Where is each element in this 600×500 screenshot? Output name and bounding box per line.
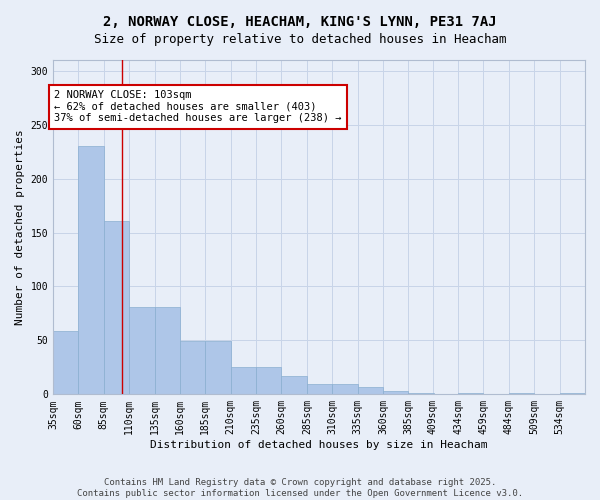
Text: 2, NORWAY CLOSE, HEACHAM, KING'S LYNN, PE31 7AJ: 2, NORWAY CLOSE, HEACHAM, KING'S LYNN, P… [103, 15, 497, 29]
Bar [180, 342, 205, 394]
Bar [358, 387, 383, 394]
Bar [129, 307, 155, 394]
Bar [307, 384, 332, 394]
Bar [79, 146, 104, 394]
Bar [332, 384, 358, 394]
Bar [104, 220, 129, 394]
X-axis label: Distribution of detached houses by size in Heacham: Distribution of detached houses by size … [150, 440, 488, 450]
Y-axis label: Number of detached properties: Number of detached properties [15, 130, 25, 325]
Bar [281, 376, 307, 394]
Bar [205, 342, 230, 394]
Text: Contains HM Land Registry data © Crown copyright and database right 2025.
Contai: Contains HM Land Registry data © Crown c… [77, 478, 523, 498]
Text: Size of property relative to detached houses in Heacham: Size of property relative to detached ho… [94, 32, 506, 46]
Bar [155, 307, 180, 394]
Bar [230, 368, 256, 394]
Bar [383, 391, 409, 394]
Bar [53, 330, 79, 394]
Bar [256, 368, 281, 394]
Text: 2 NORWAY CLOSE: 103sqm
← 62% of detached houses are smaller (403)
37% of semi-de: 2 NORWAY CLOSE: 103sqm ← 62% of detached… [54, 90, 341, 124]
